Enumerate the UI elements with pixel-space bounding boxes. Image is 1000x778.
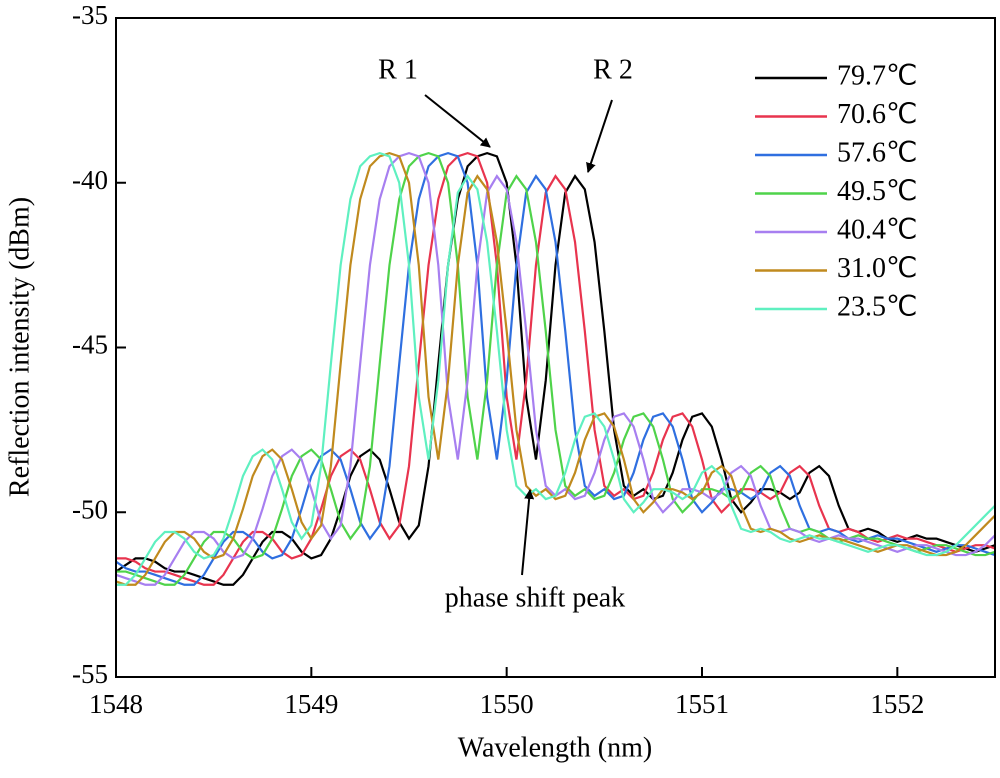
annotation: R 2 [593, 54, 633, 85]
x-tick-label: 1550 [480, 689, 534, 719]
legend-label: 57.6℃ [837, 137, 917, 168]
series-line [116, 151, 995, 586]
annotation-arrow [521, 489, 535, 576]
x-tick-label: 1548 [89, 689, 143, 719]
y-tick-label: -35 [72, 0, 108, 30]
legend-label: 31.0℃ [837, 253, 917, 284]
y-axis-label: Reflection intensity (dBm) [4, 197, 35, 497]
y-tick-label: -55 [72, 659, 108, 689]
plot-area [116, 151, 995, 586]
annotation-arrow [586, 99, 613, 173]
legend-label: 49.5℃ [837, 176, 917, 207]
series-line [116, 151, 995, 586]
y-tick-label: -45 [72, 330, 108, 360]
y-tick-label: -50 [72, 494, 108, 524]
series-line [116, 151, 995, 586]
legend-label: 70.6℃ [837, 99, 917, 130]
x-tick-label: 1552 [870, 689, 924, 719]
legend-label: 40.4℃ [837, 214, 917, 245]
x-tick-label: 1549 [284, 689, 338, 719]
annotation: R 1 [378, 54, 418, 85]
x-tick-label: 1551 [675, 689, 729, 719]
annotation: phase shift peak [445, 582, 625, 613]
y-tick-label: -40 [72, 165, 108, 195]
legend-label: 79.7℃ [837, 60, 917, 91]
x-axis-label: Wavelength (nm) [458, 732, 652, 763]
annotation-arrow [424, 94, 491, 148]
legend-label: 23.5℃ [837, 291, 917, 322]
